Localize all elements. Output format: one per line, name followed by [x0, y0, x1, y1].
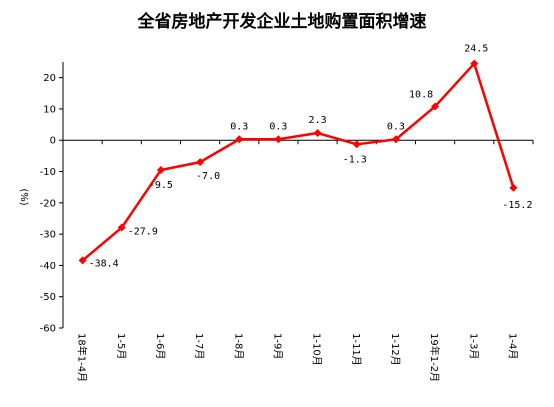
data-point: [274, 135, 283, 144]
data-label: -15.2: [502, 200, 532, 211]
series-line: [81, 62, 515, 262]
data-point: [117, 223, 126, 232]
data-point: [235, 135, 244, 144]
data-label: 2.3: [309, 115, 327, 126]
y-tick-label: -60: [40, 324, 56, 335]
x-tick-label: 1-10月: [311, 333, 323, 366]
data-point: [391, 135, 400, 144]
data-point: [431, 102, 440, 111]
data-point: [196, 158, 205, 167]
data-point: [352, 140, 361, 149]
data-label: 0.3: [387, 121, 405, 132]
x-tick-label: 1-8月: [232, 333, 244, 359]
y-tick-label: 10: [43, 104, 56, 115]
data-label: -1.3: [343, 154, 367, 165]
data-label: -7.0: [196, 171, 220, 182]
x-tick-label: 1-6月: [154, 333, 166, 359]
data-point: [313, 129, 322, 138]
x-tick-label: 1-5月: [115, 333, 127, 359]
data-label: 0.3: [269, 121, 287, 132]
data-label: 0.3: [230, 121, 248, 132]
data-point: [156, 165, 165, 174]
chart-title: 全省房地产开发企业土地购置面积增速: [137, 11, 427, 32]
data-label: 24.5: [464, 44, 488, 55]
y-tick-label: -20: [40, 198, 56, 209]
data-label: -38.4: [89, 258, 119, 269]
y-tick-label: -30: [40, 230, 56, 241]
y-tick-label: -50: [40, 292, 56, 303]
x-tick-label: 1-11月: [350, 333, 362, 366]
y-tick-label: -10: [40, 167, 56, 178]
data-point: [509, 183, 518, 192]
x-tick-label: 1-4月: [506, 333, 518, 359]
y-tick-label: 20: [43, 73, 56, 84]
data-point: [78, 256, 87, 265]
data-label: 10.8: [409, 89, 433, 100]
y-tick-label: 0: [50, 136, 56, 147]
series-layer: -38.4 -27.9 -9.5 -7.0 0.3 0.3 2.3 -1.3 0.3 10.8 24…: [78, 44, 532, 269]
x-tick-label: 19年1-2月: [428, 333, 441, 382]
data-label: -9.5: [149, 180, 173, 191]
axes: -60 -50 -40 -30 -20 -10 0 10 20 18年1-4月 1-5月 1-6月 1-…: [40, 62, 534, 382]
data-label: -27.9: [128, 227, 158, 238]
x-tick-label: 1-3月: [467, 333, 479, 359]
x-tick-label: 18年1-4月: [76, 333, 89, 382]
y-axis-label: (%): [18, 188, 29, 205]
x-tick-label: 1-12月: [389, 333, 401, 366]
data-point: [470, 59, 479, 68]
y-tick-label: -40: [40, 261, 56, 272]
x-tick-label: 1-7月: [193, 333, 205, 359]
x-tick-label: 1-9月: [271, 333, 283, 359]
